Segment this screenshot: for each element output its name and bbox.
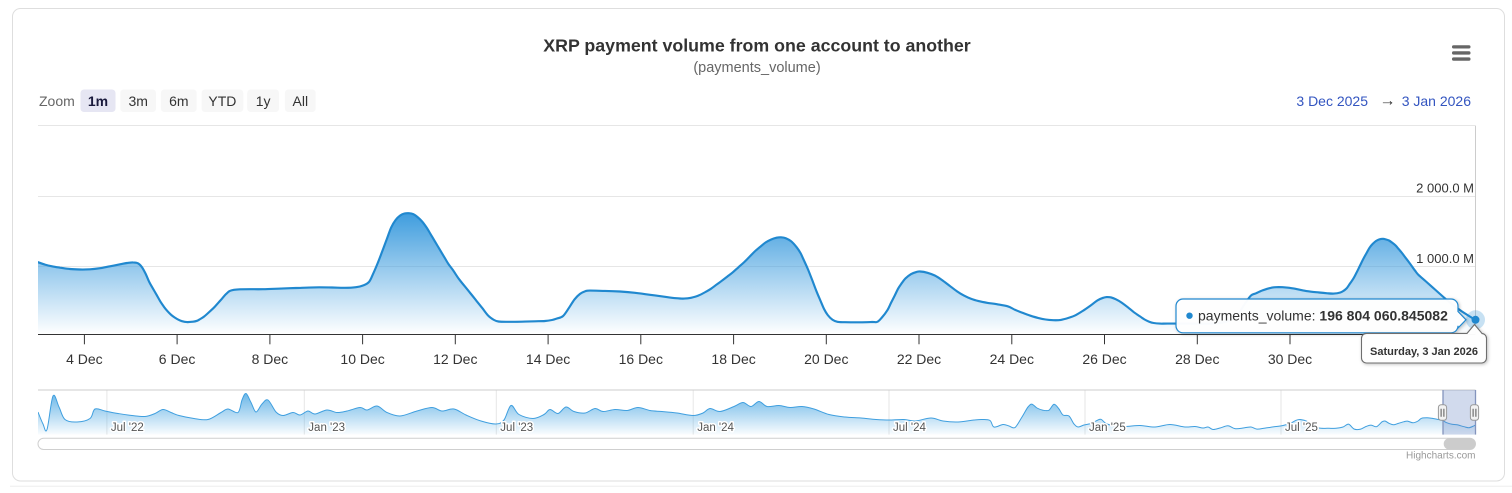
svg-text:6 Dec: 6 Dec <box>159 351 196 367</box>
svg-text:16 Dec: 16 Dec <box>619 351 663 367</box>
svg-text:Jul '23: Jul '23 <box>500 422 533 434</box>
svg-text:28 Dec: 28 Dec <box>1175 351 1219 367</box>
svg-text:6m: 6m <box>169 93 188 109</box>
svg-text:XRP payment volume from one ac: XRP payment volume from one account to a… <box>543 36 971 56</box>
svg-text:YTD: YTD <box>208 93 236 109</box>
svg-text:Zoom: Zoom <box>39 93 75 109</box>
svg-text:Jul '22: Jul '22 <box>111 422 144 434</box>
svg-text:18 Dec: 18 Dec <box>711 351 755 367</box>
svg-text:3 Jan 2026: 3 Jan 2026 <box>1402 93 1471 109</box>
svg-text:2 000.0 M: 2 000.0 M <box>1416 181 1474 196</box>
svg-text:3m: 3m <box>128 93 147 109</box>
svg-text:Jan '24: Jan '24 <box>697 422 734 434</box>
svg-text:1m: 1m <box>88 93 108 109</box>
svg-text:1 000.0 M: 1 000.0 M <box>1416 251 1474 266</box>
svg-text:24 Dec: 24 Dec <box>990 351 1034 367</box>
svg-text:Jul '25: Jul '25 <box>1285 422 1318 434</box>
svg-text:Saturday, 3 Jan 2026: Saturday, 3 Jan 2026 <box>1370 346 1478 358</box>
svg-text:20 Dec: 20 Dec <box>804 351 848 367</box>
svg-text:4 Dec: 4 Dec <box>66 351 103 367</box>
svg-text:8 Dec: 8 Dec <box>252 351 289 367</box>
svg-text:12 Dec: 12 Dec <box>433 351 477 367</box>
svg-text:Jan '25: Jan '25 <box>1089 422 1126 434</box>
svg-text:26 Dec: 26 Dec <box>1082 351 1126 367</box>
svg-text:payments_volume: 196 804 060.8: payments_volume: 196 804 060.845082 <box>1198 308 1448 324</box>
svg-text:30 Dec: 30 Dec <box>1268 351 1312 367</box>
svg-text:Jul '24: Jul '24 <box>893 422 926 434</box>
svg-text:10 Dec: 10 Dec <box>340 351 384 367</box>
svg-text:22 Dec: 22 Dec <box>897 351 941 367</box>
svg-text:All: All <box>293 93 309 109</box>
svg-text:14 Dec: 14 Dec <box>526 351 570 367</box>
svg-text:3 Dec 2025: 3 Dec 2025 <box>1296 93 1368 109</box>
svg-text:→: → <box>1380 93 1396 110</box>
svg-text:Jan '23: Jan '23 <box>308 422 345 434</box>
svg-text:(payments_volume): (payments_volume) <box>693 60 820 76</box>
svg-text:1y: 1y <box>256 93 271 109</box>
svg-text:Highcharts.com: Highcharts.com <box>1406 451 1475 462</box>
